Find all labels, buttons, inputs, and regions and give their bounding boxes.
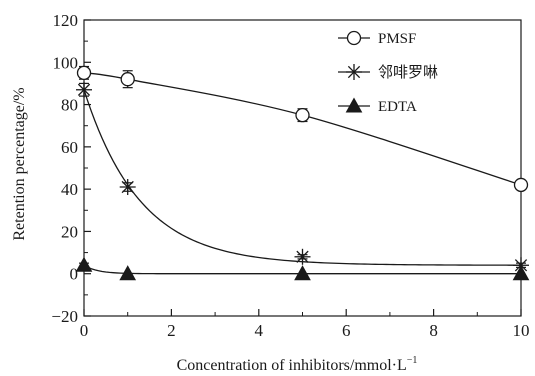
asterisk-stroke — [77, 83, 91, 96]
legend-item: EDTA — [338, 97, 417, 115]
data-point — [75, 256, 93, 272]
legend-marker — [346, 30, 362, 46]
data-point — [76, 65, 92, 81]
data-point — [119, 179, 136, 196]
data-point — [294, 248, 311, 265]
legend-item: 邻啡罗啉 — [338, 63, 438, 81]
series-group — [75, 256, 530, 281]
asterisk-stroke — [296, 250, 309, 263]
data-point — [76, 81, 92, 98]
x-tick-label: 8 — [429, 321, 438, 340]
y-tick-label: −20 — [51, 307, 78, 326]
y-tick-label: 0 — [70, 265, 79, 284]
y-tick-label: 120 — [53, 11, 79, 30]
legend-label: 邻啡罗啉 — [378, 63, 438, 81]
y-tick-label: 40 — [61, 180, 78, 199]
data-point — [513, 177, 529, 193]
x-tick-label: 10 — [513, 321, 530, 340]
legend-label: EDTA — [378, 99, 417, 115]
data-point — [294, 265, 311, 281]
asterisk-stroke — [347, 65, 361, 79]
series-group — [76, 65, 529, 193]
x-axis-title: Concentration of inhibitors/mmol·L−1 — [177, 355, 418, 374]
data-point — [512, 265, 530, 281]
data-point — [120, 72, 135, 87]
series-group — [76, 81, 529, 274]
series-line — [83, 72, 522, 186]
series-layer — [75, 65, 530, 281]
y-tick-label: 100 — [53, 53, 79, 72]
y-tick-label: 60 — [61, 138, 78, 157]
legend-item: PMSF — [338, 30, 416, 47]
legend-marker — [345, 97, 363, 113]
legend: PMSF 邻啡罗啉 EDTA — [338, 30, 438, 115]
y-tick-label: 80 — [61, 96, 78, 115]
data-point — [295, 107, 310, 123]
y-tick-label: 20 — [61, 222, 78, 241]
x-tick-label: 4 — [255, 321, 264, 340]
asterisk-stroke — [121, 180, 134, 194]
x-axis-title-superscript: −1 — [407, 355, 418, 366]
x-axis-title-text: Concentration of inhibitors/mmol·L — [177, 357, 407, 374]
y-axis-title: Retention percentage/% — [11, 87, 28, 240]
x-tick-label: 6 — [342, 321, 351, 340]
x-tick-label: 2 — [167, 321, 176, 340]
legend-marker — [346, 64, 362, 80]
x-tick-label: 0 — [80, 321, 89, 340]
data-point — [119, 265, 137, 281]
legend-label: PMSF — [378, 31, 416, 47]
